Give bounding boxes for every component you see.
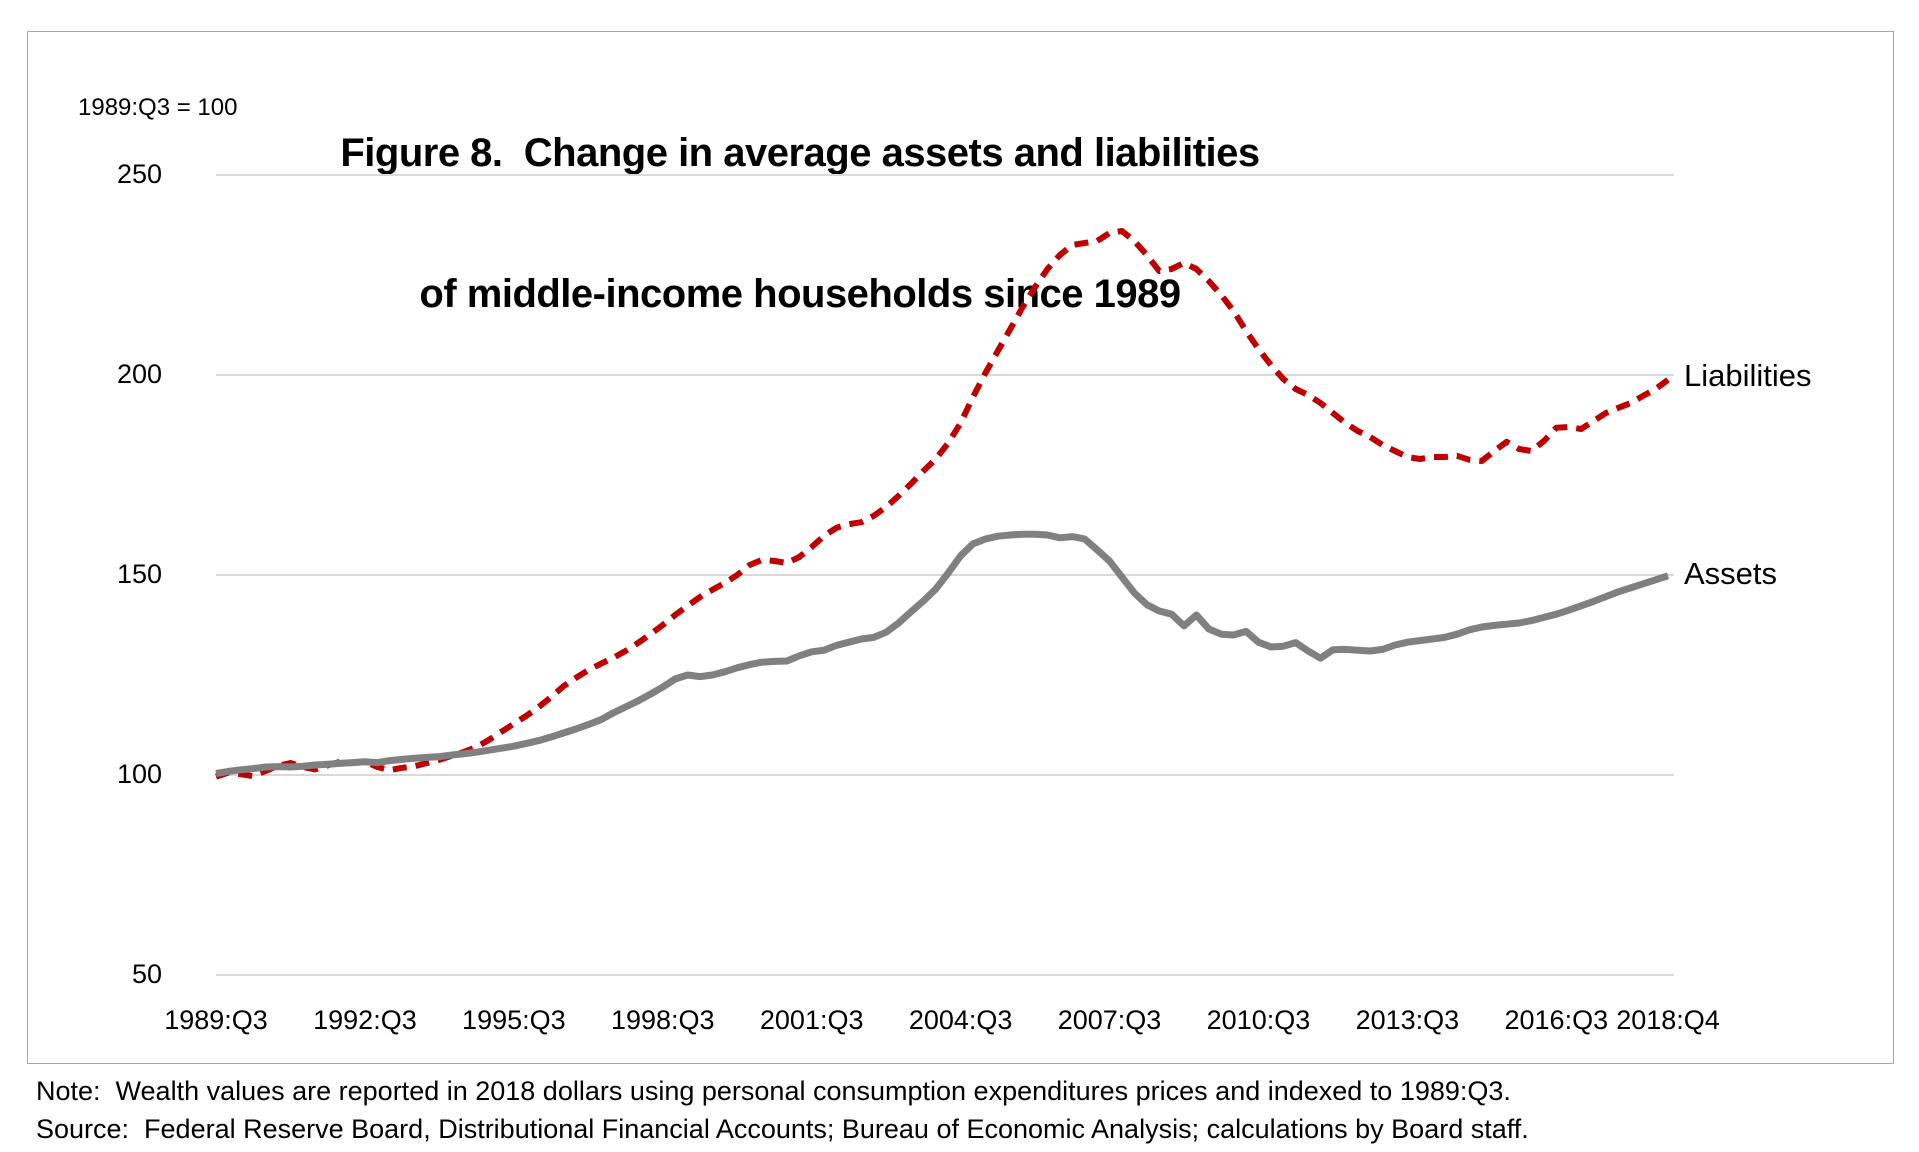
chart-title: Figure 8. Change in average assets and l… — [100, 36, 1500, 365]
y-tick-label-50: 50 — [131, 959, 162, 989]
x-tick-label-1998Q3: 1998:Q3 — [610, 1005, 715, 1035]
series-lines — [215, 228, 1670, 780]
x-tick-label-1995Q3: 1995:Q3 — [462, 1005, 566, 1035]
x-tick-label-1989Q3: 1989:Q3 — [164, 1005, 268, 1035]
x-tick-label-2018Q4: 2018:Q4 — [1616, 1005, 1720, 1035]
chart-title-line1: Figure 8. Change in average assets and l… — [340, 131, 1260, 175]
x-tick-label-2007Q3: 2007:Q3 — [1057, 1005, 1162, 1035]
y-tick-label-250: 250 — [116, 159, 162, 189]
index-base-note: 1989:Q3 = 100 — [78, 94, 238, 121]
chart-title-line2: of middle-income households since 1989 — [419, 272, 1181, 316]
x-tick-label-2001Q3: 2001:Q3 — [759, 1005, 864, 1035]
source-text: Source: Federal Reserve Board, Distribut… — [36, 1114, 1529, 1144]
x-tick-label-2016Q3: 2016:Q3 — [1504, 1005, 1609, 1035]
liabilities-series-label: Liabilities — [1684, 357, 1812, 393]
y-tick-label-150: 150 — [116, 559, 162, 589]
y-tick-label-100: 100 — [116, 759, 162, 789]
assets-line — [215, 530, 1670, 777]
x-tick-label-2010Q3: 2010:Q3 — [1206, 1005, 1311, 1035]
liabilities-line — [215, 228, 1670, 780]
x-tick-label-1992Q3: 1992:Q3 — [313, 1005, 417, 1035]
x-tick-label-2013Q3: 2013:Q3 — [1355, 1005, 1460, 1035]
x-tick-label-2004Q3: 2004:Q3 — [908, 1005, 1013, 1035]
y-tick-label-200: 200 — [116, 359, 162, 389]
assets-series-label: Assets — [1684, 555, 1778, 591]
note-text: Note: Wealth values are reported in 2018… — [36, 1076, 1511, 1106]
